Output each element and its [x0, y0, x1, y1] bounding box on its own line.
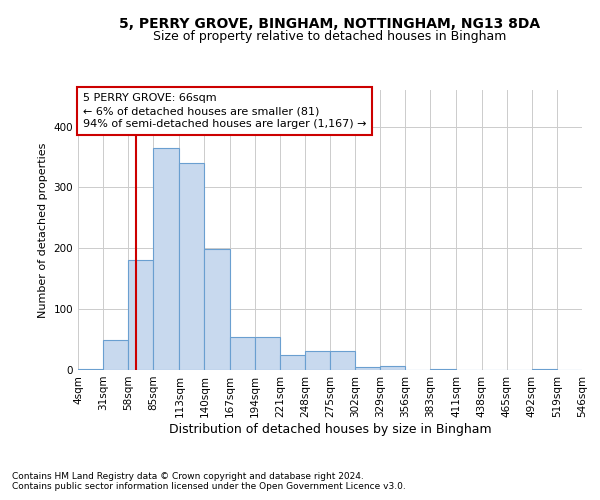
- Bar: [532, 369, 557, 370]
- Text: Size of property relative to detached houses in Bingham: Size of property relative to detached ho…: [154, 30, 506, 43]
- Bar: [103, 340, 128, 370]
- Bar: [330, 350, 355, 370]
- Bar: [230, 337, 254, 370]
- Bar: [305, 351, 330, 370]
- X-axis label: Distribution of detached houses by size in Bingham: Distribution of detached houses by size …: [169, 422, 491, 436]
- Bar: [179, 163, 205, 370]
- Bar: [205, 250, 230, 370]
- Bar: [154, 148, 179, 370]
- Bar: [430, 369, 457, 370]
- Bar: [280, 355, 305, 370]
- Bar: [254, 337, 280, 370]
- Bar: [78, 369, 103, 370]
- Bar: [355, 367, 380, 370]
- Text: Contains HM Land Registry data © Crown copyright and database right 2024.: Contains HM Land Registry data © Crown c…: [12, 472, 364, 481]
- Y-axis label: Number of detached properties: Number of detached properties: [38, 142, 48, 318]
- Bar: [380, 366, 406, 370]
- Text: 5 PERRY GROVE: 66sqm
← 6% of detached houses are smaller (81)
94% of semi-detach: 5 PERRY GROVE: 66sqm ← 6% of detached ho…: [83, 93, 367, 129]
- Bar: [128, 260, 154, 370]
- Text: Contains public sector information licensed under the Open Government Licence v3: Contains public sector information licen…: [12, 482, 406, 491]
- Text: 5, PERRY GROVE, BINGHAM, NOTTINGHAM, NG13 8DA: 5, PERRY GROVE, BINGHAM, NOTTINGHAM, NG1…: [119, 18, 541, 32]
